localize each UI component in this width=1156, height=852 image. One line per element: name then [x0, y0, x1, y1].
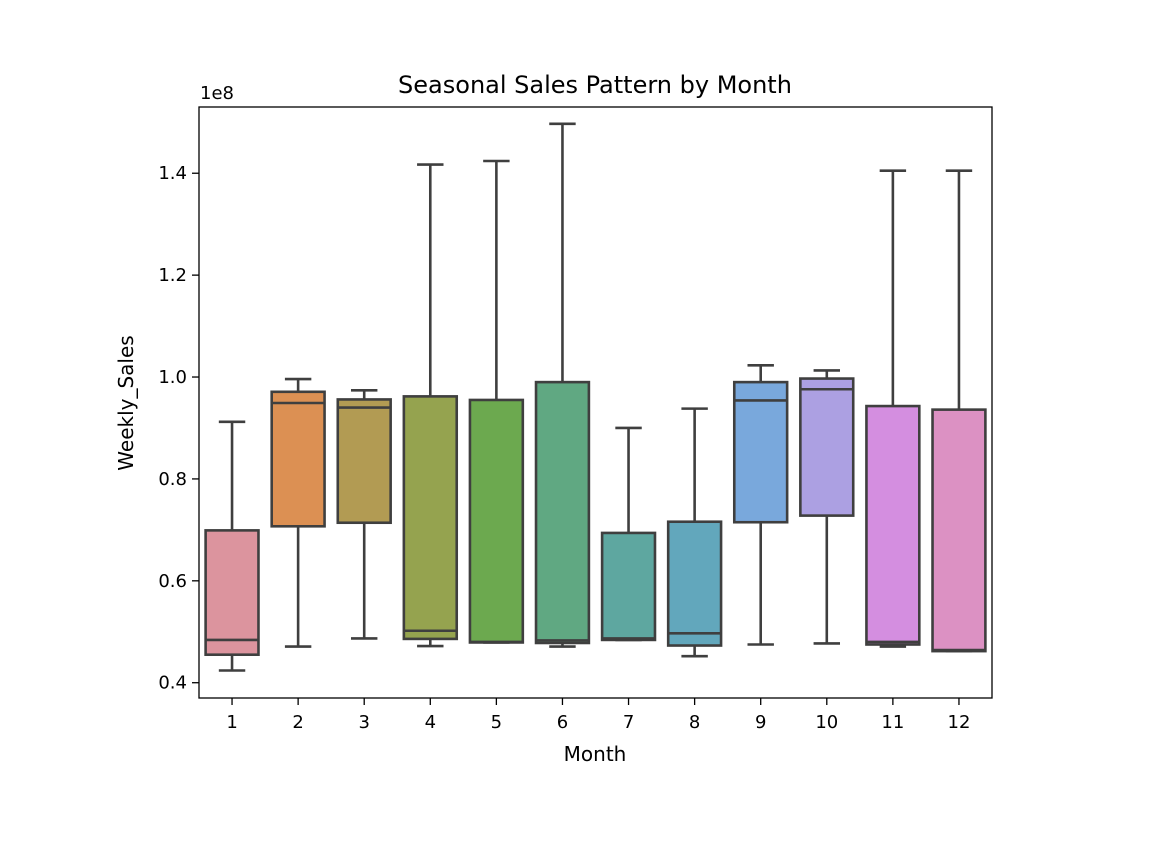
box-body [931, 408, 987, 653]
x-tick-label: 7 [623, 712, 634, 733]
box-body [799, 377, 855, 517]
box-body [402, 395, 459, 641]
x-axis-label: Month [564, 742, 627, 766]
x-tick-label: 10 [815, 712, 838, 733]
x-tick-label: 12 [948, 712, 971, 733]
chart-title: Seasonal Sales Pattern by Month [398, 71, 792, 99]
x-tick-label: 8 [689, 712, 700, 733]
y-tick-label: 0.8 [158, 469, 187, 490]
x-tick-label: 3 [358, 712, 369, 733]
y-tick-label: 0.4 [158, 673, 187, 694]
x-tick-label: 11 [881, 712, 904, 733]
x-tick-label: 4 [425, 712, 436, 733]
y-tick-label: 0.6 [158, 571, 187, 592]
box-body [666, 520, 723, 647]
plot-frame [198, 106, 993, 699]
y-tick-label: 1.2 [158, 265, 187, 286]
box-body [534, 380, 591, 645]
y-tick-label: 1.4 [158, 163, 187, 184]
box-body [336, 398, 392, 525]
box-body [865, 404, 921, 646]
plot-area: 0.40.60.81.01.21.41 2 3 4 5 6 7 8 9 10 11 12 [158, 106, 993, 733]
y-axis-scale-label: 1e8 [200, 83, 234, 104]
x-tick-label: 2 [292, 712, 303, 733]
box-body [204, 529, 260, 656]
box-body [600, 531, 657, 642]
x-tick-label: 5 [491, 712, 502, 733]
x-tick-label: 1 [226, 712, 237, 733]
box-body [270, 390, 326, 528]
box-body [468, 398, 525, 644]
y-axis-label: Weekly_Sales [114, 335, 138, 470]
x-tick-label: 9 [755, 712, 766, 733]
x-tick-label: 6 [557, 712, 568, 733]
box-body [732, 380, 789, 524]
y-tick-label: 1.0 [158, 367, 187, 388]
